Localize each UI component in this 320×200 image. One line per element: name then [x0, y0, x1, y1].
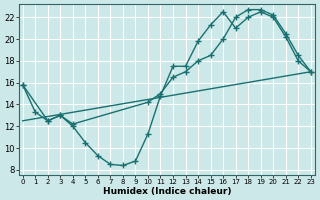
- X-axis label: Humidex (Indice chaleur): Humidex (Indice chaleur): [102, 187, 231, 196]
